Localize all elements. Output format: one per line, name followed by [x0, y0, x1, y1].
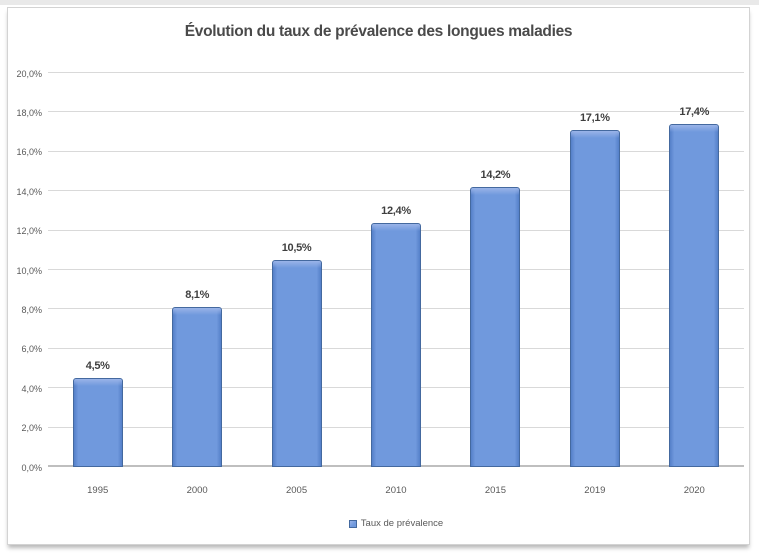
y-tick-label: 14,0%	[16, 186, 42, 197]
gridline	[48, 72, 744, 73]
bar-slot-2019: 17,1%	[545, 73, 644, 467]
x-tick-label: 1995	[87, 485, 109, 496]
window-top-edge	[0, 0, 759, 5]
bar-value-label: 4,5%	[85, 360, 110, 373]
bar-slot-2020: 17,4%	[645, 73, 744, 467]
y-tick-label: 16,0%	[16, 147, 42, 158]
bar-slot-1995: 4,5%	[48, 73, 147, 467]
bar-1995	[72, 378, 123, 467]
bar-value-label: 17,1%	[579, 112, 610, 125]
bar-value-label: 17,4%	[679, 106, 710, 119]
gridline	[48, 190, 744, 192]
bar-slot-2005: 10,5%	[247, 73, 346, 467]
bar-slot-2000: 8,1%	[147, 73, 246, 467]
y-tick-label: 6,0%	[21, 344, 42, 355]
y-tick-label: 4,0%	[21, 383, 42, 394]
y-tick-label: 12,0%	[16, 226, 42, 237]
bar-slot-2015: 14,2%	[446, 73, 545, 467]
x-axis: 1995 2000 2005 2010 2015 2019 2020	[48, 485, 744, 499]
x-tick-label: 2015	[484, 485, 506, 496]
gridline	[48, 111, 744, 113]
chart-title: Évolution du taux de prévalence des long…	[184, 23, 573, 40]
bar-value-label: 8,1%	[185, 289, 210, 302]
y-tick-label: 10,0%	[16, 265, 42, 276]
chart-frame: Évolution du taux de prévalence des long…	[7, 7, 750, 545]
bar-2010	[370, 222, 421, 467]
y-tick-label: 8,0%	[21, 304, 42, 315]
y-tick-label: 20,0%	[16, 68, 42, 79]
bar-2020	[669, 124, 720, 467]
legend: Taux de prévalence	[48, 518, 744, 529]
bar-2000	[172, 307, 223, 467]
bar-value-label: 14,2%	[480, 169, 511, 182]
x-tick-label: 2010	[385, 485, 407, 496]
gridline	[48, 150, 744, 152]
y-tick-label: 0,0%	[21, 462, 42, 473]
y-tick-label: 18,0%	[16, 107, 42, 118]
y-tick-label: 2,0%	[21, 423, 42, 434]
legend-swatch-icon	[348, 519, 357, 528]
bar-value-label: 10,5%	[281, 242, 312, 255]
x-tick-label: 2005	[285, 485, 308, 496]
x-tick-label: 2019	[584, 485, 606, 496]
legend-label: Taux de prévalence	[360, 518, 444, 529]
bar-2005	[271, 260, 322, 467]
bar-2015	[470, 187, 521, 467]
bar-slot-2010: 12,4%	[346, 73, 445, 467]
bar-value-label: 12,4%	[381, 204, 411, 217]
x-tick-label: 2020	[683, 485, 705, 496]
plot-area: 0,0% 2,0% 4,0% 6,0% 8,0% 10,0% 12,0% 14,0% 16,0%…	[16, 69, 744, 473]
bar-2019	[569, 130, 620, 467]
x-tick-label: 2000	[186, 485, 208, 496]
